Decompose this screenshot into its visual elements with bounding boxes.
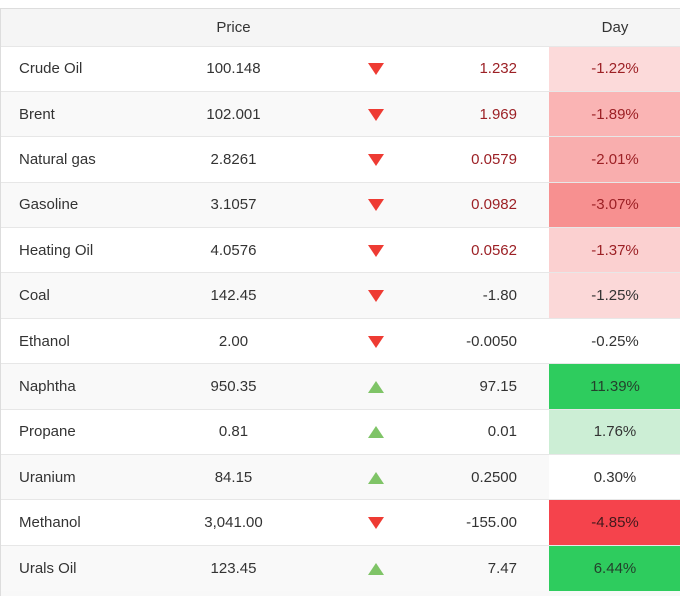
direction-cell bbox=[306, 91, 446, 136]
commodity-price: 2.00 bbox=[218, 332, 249, 350]
commodity-name[interactable]: Coal bbox=[19, 287, 50, 305]
direction-cell bbox=[306, 500, 446, 545]
commodity-row[interactable]: Gasoline 3.1057 0.0982 -3.07% bbox=[1, 182, 680, 228]
down-arrow-icon bbox=[368, 63, 384, 76]
commodity-day-percent: 6.44% bbox=[549, 545, 680, 591]
commodity-price: 142.45 bbox=[210, 287, 257, 305]
commodity-name[interactable]: Propane bbox=[19, 423, 76, 441]
commodity-name[interactable]: Uranium bbox=[19, 468, 76, 486]
direction-cell bbox=[306, 318, 446, 363]
down-arrow-icon bbox=[368, 517, 384, 530]
commodity-price: 950.35 bbox=[210, 377, 257, 395]
commodities-table: Price Day Crude Oil 100.148 1.232 -1.22% Bre… bbox=[1, 9, 680, 591]
down-arrow-icon bbox=[368, 199, 384, 212]
commodity-day-percent: -1.25% bbox=[549, 272, 680, 319]
header-change-spacer bbox=[446, 9, 549, 46]
commodity-price: 0.81 bbox=[218, 423, 249, 441]
commodity-name[interactable]: Ethanol bbox=[19, 332, 70, 350]
commodity-price: 3.1057 bbox=[210, 196, 257, 214]
down-arrow-icon bbox=[368, 154, 384, 166]
commodity-row[interactable]: Naphtha 950.35 97.15 11.39% bbox=[1, 363, 680, 410]
direction-cell bbox=[306, 228, 446, 273]
commodity-row[interactable]: Crude Oil 100.148 1.232 -1.22% bbox=[1, 46, 680, 92]
commodity-name[interactable]: Heating Oil bbox=[19, 241, 94, 259]
commodity-change: 1.232 bbox=[479, 60, 517, 78]
down-arrow-icon bbox=[368, 244, 384, 257]
down-arrow-icon bbox=[368, 335, 384, 348]
commodity-price: 102.001 bbox=[206, 105, 261, 123]
commodity-change: 0.0562 bbox=[471, 241, 517, 259]
commodity-price: 84.15 bbox=[214, 468, 253, 486]
up-arrow-icon bbox=[368, 471, 384, 484]
commodity-day-percent: -2.01% bbox=[549, 136, 680, 183]
commodity-day-percent: 1.76% bbox=[549, 409, 680, 455]
commodity-change: -0.0050 bbox=[466, 332, 517, 350]
commodities-table-container: Price Day Crude Oil 100.148 1.232 -1.22% Bre… bbox=[0, 8, 680, 591]
direction-cell bbox=[306, 409, 446, 454]
commodity-row[interactable]: Uranium 84.15 0.2500 0.30% bbox=[1, 454, 680, 500]
header-price: Price bbox=[216, 18, 251, 36]
commodity-name[interactable]: Urals Oil bbox=[19, 559, 77, 577]
up-arrow-icon bbox=[368, 426, 384, 439]
commodity-row[interactable]: Natural gas 2.8261 0.0579 -2.01% bbox=[1, 136, 680, 183]
commodity-change: 0.0982 bbox=[471, 196, 517, 214]
commodity-change: -155.00 bbox=[466, 514, 517, 532]
header-day: Day bbox=[601, 18, 629, 36]
commodity-name[interactable]: Natural gas bbox=[19, 150, 96, 168]
commodity-price: 123.45 bbox=[210, 559, 257, 577]
down-arrow-icon bbox=[368, 290, 384, 303]
commodity-change: -1.80 bbox=[482, 287, 517, 305]
commodity-day-percent: -3.07% bbox=[549, 182, 680, 228]
header-name bbox=[1, 9, 161, 46]
commodity-name[interactable]: Brent bbox=[19, 105, 55, 123]
commodity-day-percent: 0.30% bbox=[549, 454, 680, 500]
commodity-row[interactable]: Coal 142.45 -1.80 -1.25% bbox=[1, 272, 680, 319]
commodity-row[interactable]: Brent 102.001 1.969 -1.89% bbox=[1, 91, 680, 137]
commodity-change: 7.47 bbox=[487, 559, 517, 577]
commodity-change: 97.15 bbox=[479, 377, 517, 395]
direction-cell bbox=[306, 182, 446, 227]
up-arrow-icon bbox=[368, 562, 384, 575]
up-arrow-icon bbox=[368, 380, 384, 393]
commodity-day-percent: 11.39% bbox=[549, 363, 680, 410]
table-header-row: Price Day bbox=[1, 9, 680, 46]
commodity-change: 1.969 bbox=[479, 105, 517, 123]
commodity-day-percent: -4.85% bbox=[549, 499, 680, 546]
direction-cell bbox=[306, 545, 446, 590]
direction-cell bbox=[306, 46, 446, 91]
commodity-name[interactable]: Gasoline bbox=[19, 196, 79, 214]
footer-strip bbox=[0, 590, 680, 596]
direction-cell bbox=[306, 364, 446, 409]
commodity-day-percent: -1.89% bbox=[549, 91, 680, 137]
commodity-change: 0.0579 bbox=[471, 150, 517, 168]
commodity-row[interactable]: Heating Oil 4.0576 0.0562 -1.37% bbox=[1, 227, 680, 273]
commodity-row[interactable]: Urals Oil 123.45 7.47 6.44% bbox=[1, 545, 680, 591]
commodity-price: 100.148 bbox=[206, 60, 261, 78]
commodity-price: 2.8261 bbox=[210, 150, 257, 168]
commodity-price: 3,041.00 bbox=[204, 514, 263, 532]
commodity-row[interactable]: Methanol 3,041.00 -155.00 -4.85% bbox=[1, 499, 680, 546]
commodity-day-percent: -0.25% bbox=[549, 318, 680, 364]
commodity-day-percent: -1.37% bbox=[549, 227, 680, 273]
commodity-change: 0.01 bbox=[487, 423, 517, 441]
commodity-name[interactable]: Naphtha bbox=[19, 377, 76, 395]
commodity-row[interactable]: Ethanol 2.00 -0.0050 -0.25% bbox=[1, 318, 680, 364]
direction-cell bbox=[306, 455, 446, 500]
down-arrow-icon bbox=[368, 108, 384, 121]
commodity-name[interactable]: Crude Oil bbox=[19, 60, 83, 78]
commodity-price: 4.0576 bbox=[210, 241, 257, 259]
commodity-change: 0.2500 bbox=[471, 468, 517, 486]
commodity-name[interactable]: Methanol bbox=[19, 514, 81, 532]
direction-cell bbox=[306, 273, 446, 318]
direction-cell bbox=[306, 137, 446, 182]
commodity-row[interactable]: Propane 0.81 0.01 1.76% bbox=[1, 409, 680, 455]
header-arrow-spacer bbox=[306, 9, 446, 46]
commodity-day-percent: -1.22% bbox=[549, 46, 680, 92]
commodity-rows: Crude Oil 100.148 1.232 -1.22% Brent 102.001 1… bbox=[1, 46, 680, 591]
